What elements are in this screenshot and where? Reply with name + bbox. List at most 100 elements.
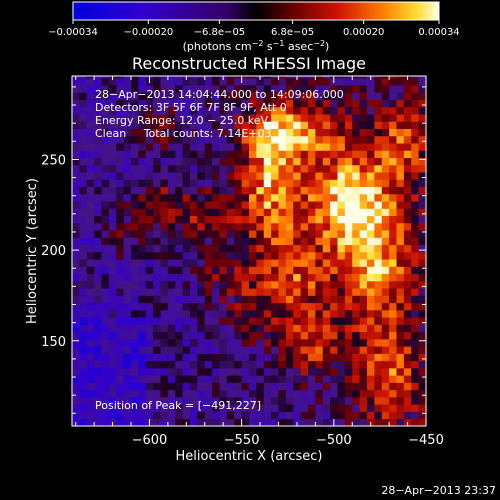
heatmap-cell <box>123 259 132 267</box>
heatmap-cell <box>418 367 426 376</box>
heatmap-cell <box>145 215 154 224</box>
heatmap-cell <box>182 114 191 122</box>
heatmap-cell <box>197 295 206 304</box>
heatmap-cell <box>101 360 110 369</box>
heatmap-cell <box>131 222 139 231</box>
heatmap-cell <box>86 164 95 173</box>
heatmap-cell <box>182 230 191 238</box>
heatmap-cell <box>197 338 206 347</box>
heatmap-cell <box>160 114 169 122</box>
heatmap-cell <box>116 346 125 354</box>
heatmap-cell <box>138 411 147 420</box>
heatmap-cell <box>197 215 206 224</box>
heatmap-cell <box>285 77 294 86</box>
heatmap-cell <box>389 106 397 115</box>
heatmap-cell <box>396 121 405 129</box>
heatmap-cell <box>145 346 154 354</box>
heatmap-cell <box>418 164 426 173</box>
heatmap-cell <box>101 353 110 362</box>
heatmap-cell <box>285 382 294 391</box>
heatmap-cell <box>381 215 390 224</box>
heatmap-cell <box>153 76 161 79</box>
heatmap-cell <box>204 309 213 318</box>
heatmap-cell <box>322 76 331 79</box>
heatmap-cell <box>101 273 110 282</box>
heatmap-cell <box>219 404 228 412</box>
heatmap-cell <box>263 389 272 398</box>
heatmap-cell <box>418 135 426 144</box>
heatmap-cell <box>108 324 117 333</box>
heatmap-cell <box>403 179 412 188</box>
heatmap-cell <box>153 172 161 180</box>
heatmap-cell <box>315 186 324 195</box>
heatmap-cell <box>293 266 302 275</box>
heatmap-cell <box>72 280 80 289</box>
heatmap-cell <box>79 338 88 347</box>
heatmap-cell <box>278 237 287 246</box>
heatmap-cell <box>241 346 250 354</box>
heatmap-cell <box>145 396 154 405</box>
heatmap-cell <box>116 172 125 180</box>
heatmap-cell <box>182 215 191 224</box>
heatmap-cell <box>359 222 368 231</box>
heatmap-cell <box>359 164 368 173</box>
heatmap-cell <box>116 222 125 231</box>
heatmap-cell <box>94 266 102 275</box>
heatmap-cell <box>418 317 426 325</box>
heatmap-cell <box>219 215 228 224</box>
heatmap-cell <box>293 215 302 224</box>
heatmap-cell <box>374 302 383 311</box>
heatmap-cell <box>278 172 287 180</box>
heatmap-cell <box>212 367 220 376</box>
heatmap-cell <box>116 382 125 391</box>
heatmap-cell <box>182 309 191 318</box>
heatmap-cell <box>308 201 316 209</box>
heatmap-cell <box>79 157 88 166</box>
heatmap-cell <box>204 99 213 108</box>
heatmap-cell <box>263 382 272 391</box>
heatmap-cell <box>190 309 198 318</box>
heatmap-cell <box>86 302 95 311</box>
heatmap-cell <box>256 244 265 253</box>
heatmap-cell <box>101 76 110 79</box>
heatmap-cell <box>389 179 397 188</box>
heatmap-cell <box>249 375 257 383</box>
heatmap-cell <box>190 114 198 122</box>
heatmap-cell <box>389 338 397 347</box>
heatmap-cell <box>249 338 257 347</box>
heatmap-cell <box>293 324 302 333</box>
heatmap-cell <box>285 367 294 376</box>
heatmap-cell <box>190 346 198 354</box>
heatmap-cell <box>175 411 184 420</box>
heatmap-cell <box>337 418 346 426</box>
heatmap-cell <box>182 128 191 137</box>
heatmap-cell <box>190 266 198 275</box>
heatmap-cell <box>108 251 117 260</box>
heatmap-cell <box>300 324 309 333</box>
heatmap-cell <box>315 99 324 108</box>
heatmap-cell <box>234 237 243 246</box>
heatmap-cell <box>138 273 147 282</box>
heatmap-cell <box>167 85 176 93</box>
heatmap-cell <box>241 338 250 347</box>
heatmap-cell <box>182 85 191 93</box>
heatmap-cell <box>138 143 147 151</box>
heatmap-cell <box>337 273 346 282</box>
heatmap-cell <box>322 222 331 231</box>
heatmap-cell <box>315 338 324 347</box>
heatmap-cell <box>86 201 95 209</box>
heatmap-cell <box>359 382 368 391</box>
heatmap-cell <box>344 201 353 209</box>
heatmap-cell <box>72 382 80 391</box>
heatmap-cell <box>145 295 154 304</box>
heatmap-cell <box>418 76 426 79</box>
heatmap-cell <box>116 353 125 362</box>
plot-frame <box>71 75 427 427</box>
heatmap-cell <box>300 360 309 369</box>
heatmap-cell <box>101 418 110 426</box>
heatmap-cell <box>315 135 324 144</box>
heatmap-cell <box>241 172 250 180</box>
heatmap-cell <box>204 85 213 93</box>
heatmap-cell <box>72 114 80 122</box>
heatmap-cell <box>182 389 191 398</box>
